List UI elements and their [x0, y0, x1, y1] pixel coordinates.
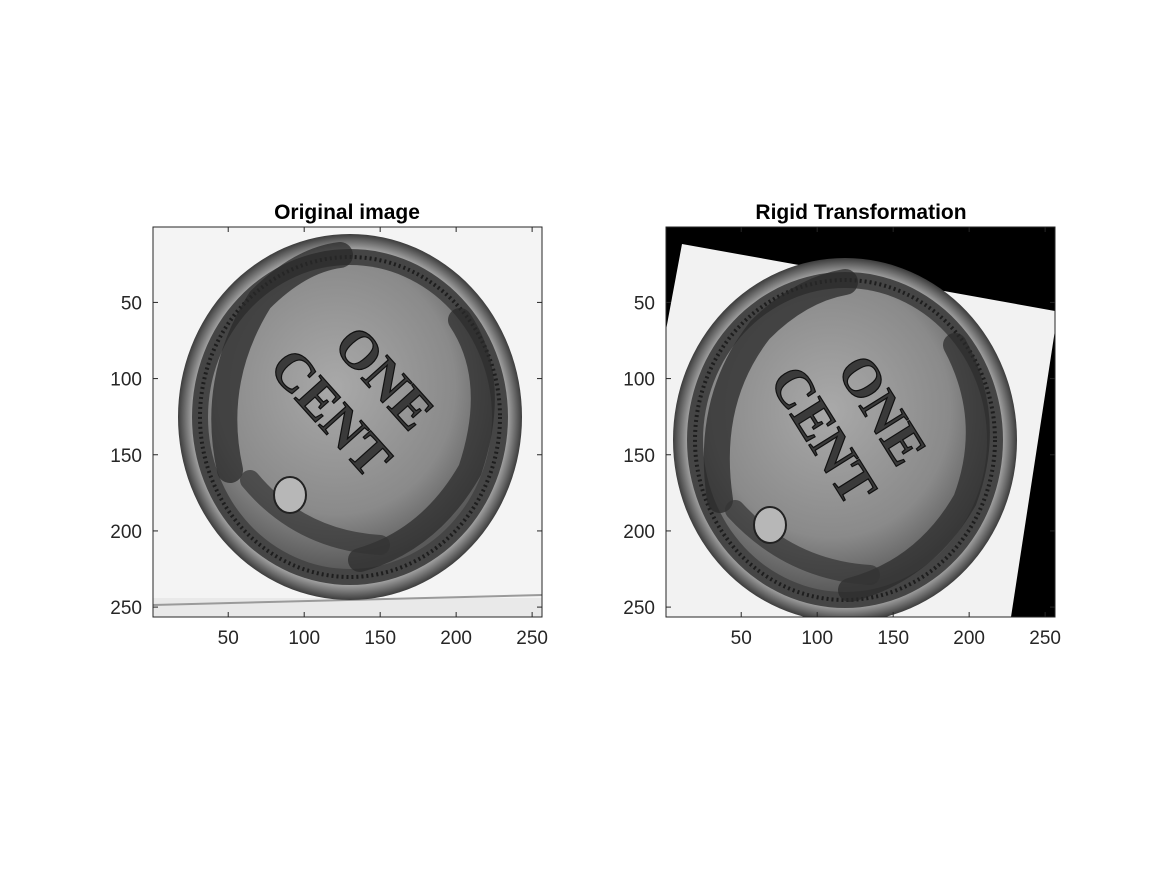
- x-tick-label: 50: [218, 628, 239, 649]
- x-tick-label: 250: [516, 628, 548, 649]
- x-tick-label: 200: [440, 628, 472, 649]
- y-tick-label: 250: [110, 598, 142, 619]
- y-tick-label: 50: [121, 293, 142, 314]
- y-tick-label: 150: [623, 446, 655, 467]
- coin: ONE CENT: [673, 258, 1017, 617]
- x-tick-label: 250: [1029, 628, 1061, 649]
- x-tick-label: 50: [731, 628, 752, 649]
- y-tick-label: 100: [623, 370, 655, 391]
- panel-title: Rigid Transformation: [755, 201, 966, 224]
- x-tick-label: 200: [953, 628, 985, 649]
- x-tick-label: 150: [364, 628, 396, 649]
- y-tick-label: 250: [623, 598, 655, 619]
- y-tick-label: 200: [623, 522, 655, 543]
- y-tick-label: 150: [110, 446, 142, 467]
- x-tick-label: 150: [877, 628, 909, 649]
- panel-rigid-transformation: Rigid Transformation ONE CENT 50 50 100 100…: [623, 201, 1061, 649]
- x-tick-label: 100: [288, 628, 320, 649]
- axis-ticks: 50 50 100 100 150 150 200 200 250 250: [623, 227, 1061, 649]
- axis-ticks: 50 50 100 100 150 150 200 200 250 250: [110, 227, 548, 649]
- axes-frame: [152, 226, 543, 618]
- transformed-image: ONE CENT: [666, 227, 1055, 617]
- axes-frame: [665, 226, 1056, 618]
- y-tick-label: 50: [634, 293, 655, 314]
- x-tick-label: 100: [801, 628, 833, 649]
- original-image: ONE CENT: [153, 227, 542, 617]
- y-tick-label: 100: [110, 370, 142, 391]
- coin: ONE CENT: [178, 234, 522, 600]
- y-tick-label: 200: [110, 522, 142, 543]
- panel-title: Original image: [274, 201, 420, 224]
